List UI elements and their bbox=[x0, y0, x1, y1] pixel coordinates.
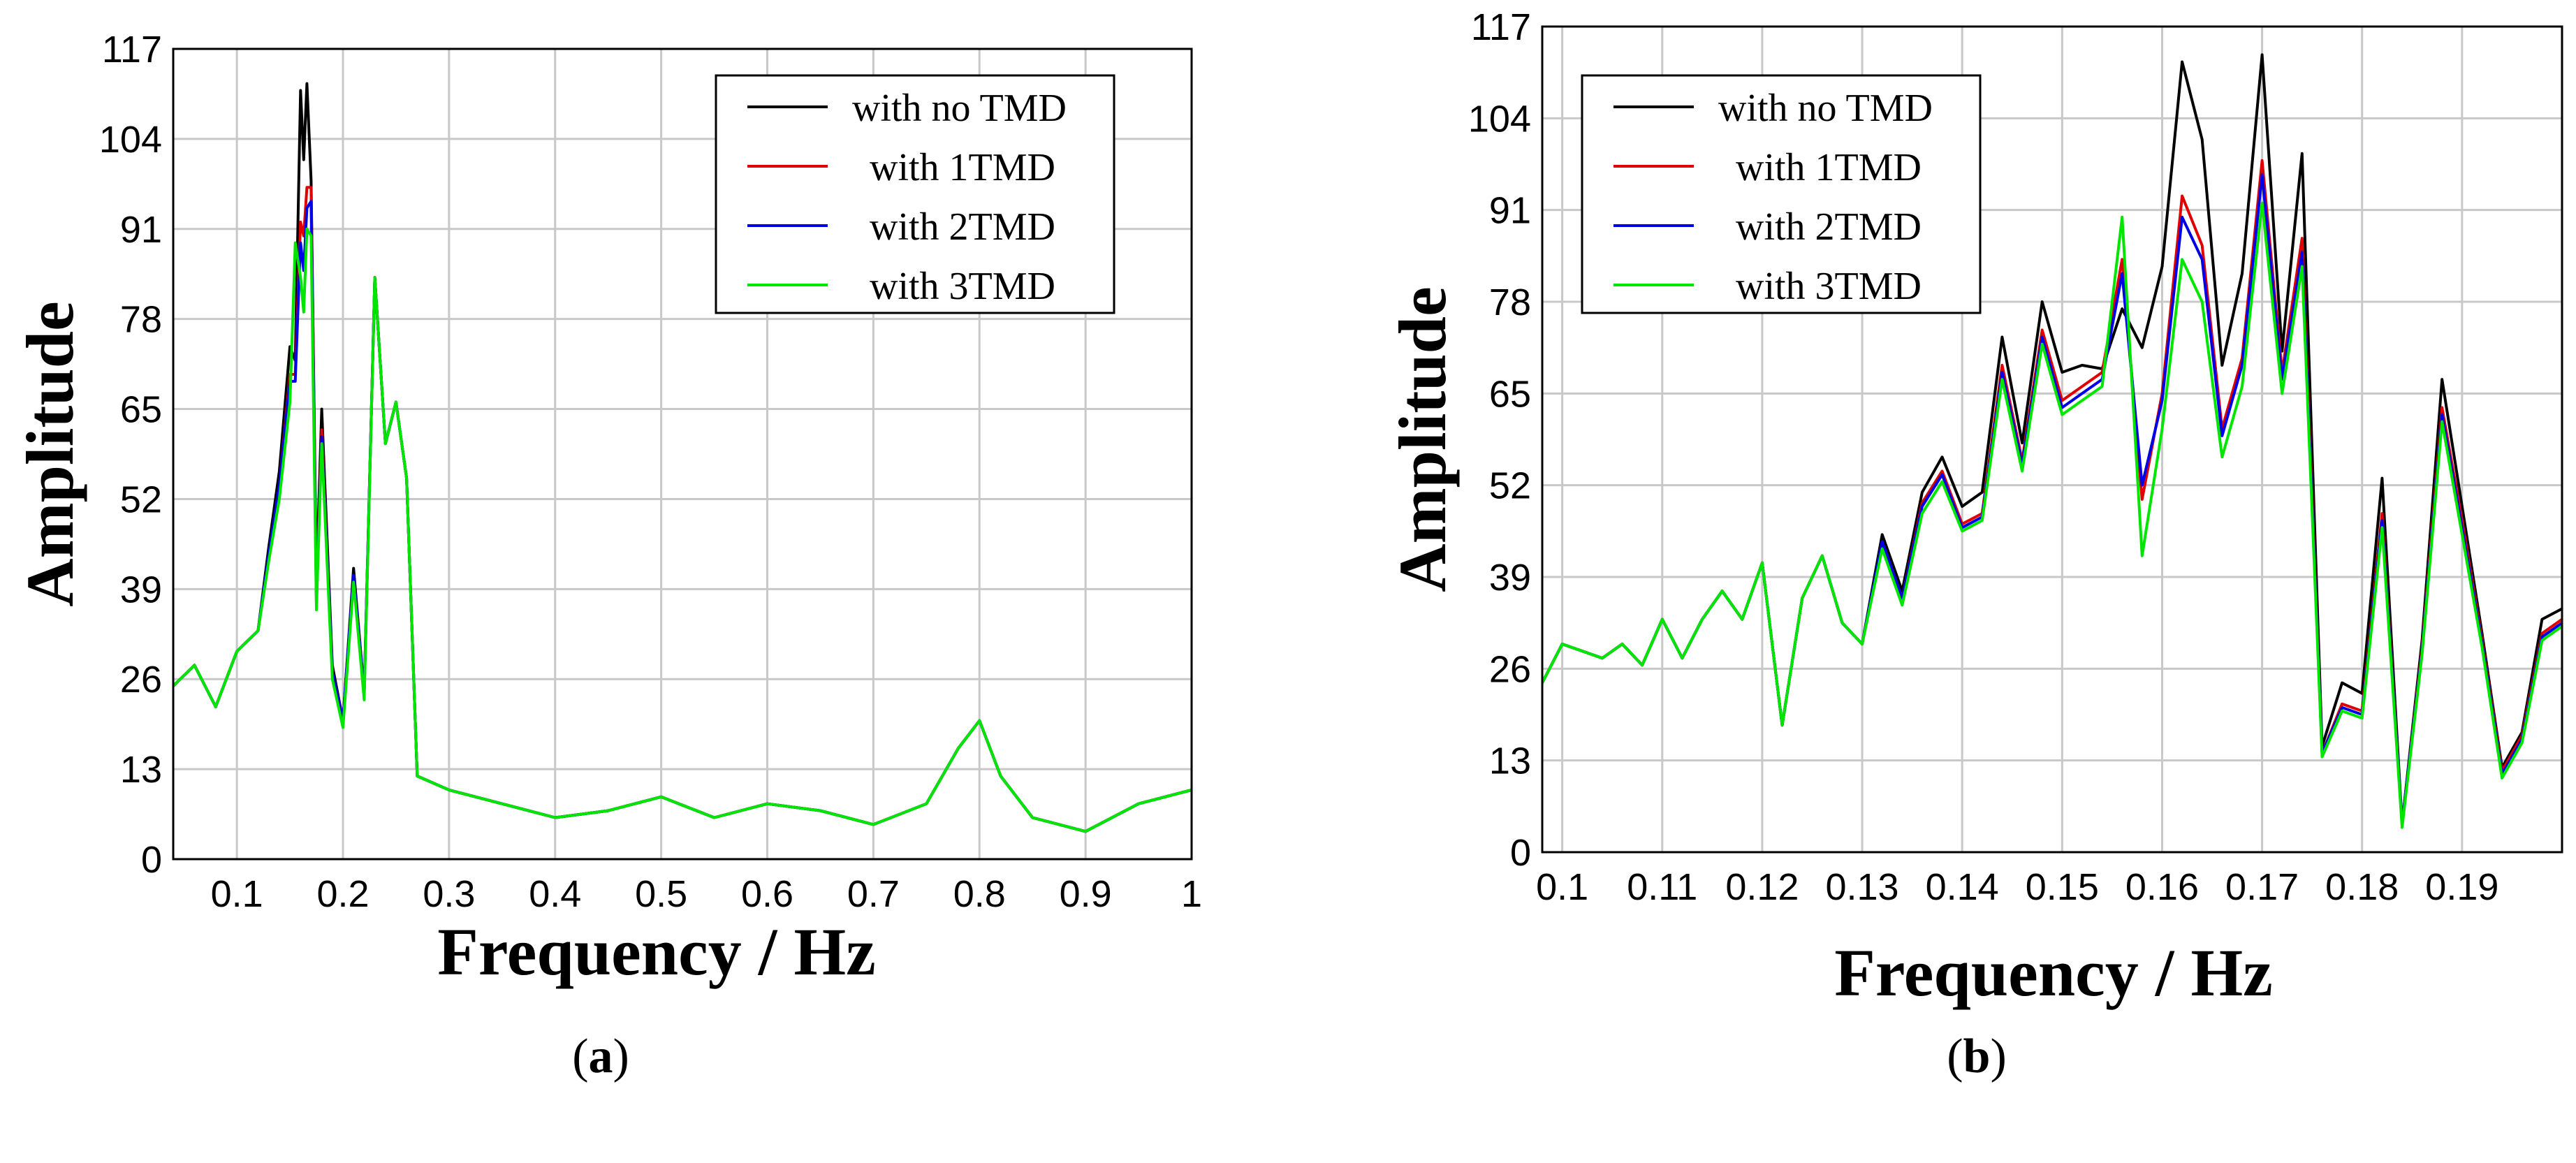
x-tick-label: 0.4 bbox=[529, 873, 581, 915]
y-tick-label: 104 bbox=[1468, 98, 1531, 140]
x-tick-label: 1 bbox=[1181, 873, 1202, 915]
y-axis-title: Amplitude bbox=[1385, 286, 1460, 592]
y-tick-label: 78 bbox=[120, 299, 162, 341]
legend-box bbox=[1581, 74, 1982, 314]
y-tick-label: 91 bbox=[1489, 190, 1531, 232]
legend-label-4: with 3TMD bbox=[870, 265, 1055, 308]
series-group bbox=[173, 82, 1192, 833]
y-tick-label: 39 bbox=[1489, 557, 1531, 599]
y-tick-label: 26 bbox=[120, 659, 162, 701]
x-tick-label: 0.2 bbox=[316, 873, 369, 915]
x-tick-label: 0.1 bbox=[1536, 866, 1588, 908]
legend-label-3: with 2TMD bbox=[1736, 205, 1922, 249]
chart-panel-a: 0 13 26 39 52 65 78 91 104 117 0.1 0.2 0.3 0.4 0.5 0.6 0… bbox=[13, 29, 1202, 989]
y-tick-label: 52 bbox=[120, 478, 162, 520]
y-tick-label: 117 bbox=[102, 29, 162, 71]
x-tick-label: 0.3 bbox=[423, 873, 475, 915]
caption-a: (a) bbox=[572, 1030, 629, 1083]
x-tick-label: 0.7 bbox=[847, 873, 900, 915]
legend-label-4: with 3TMD bbox=[1736, 265, 1922, 308]
y-tick-label: 117 bbox=[1471, 6, 1531, 48]
x-tick-label: 0.15 bbox=[2026, 866, 2099, 908]
x-tick-label: 0.18 bbox=[2325, 866, 2399, 908]
legend: with no TMD with 1TMD with 2TMD with 3TMD bbox=[715, 74, 1115, 314]
y-tick-label: 39 bbox=[120, 569, 162, 610]
plot-frame bbox=[172, 47, 1193, 861]
series-group bbox=[1542, 53, 2562, 829]
legend-label-2: with 1TMD bbox=[1736, 146, 1922, 189]
x-tick-label: 0.17 bbox=[2225, 866, 2299, 908]
y-tick-label: 0 bbox=[1510, 832, 1531, 874]
y-tick-label: 13 bbox=[120, 749, 162, 791]
y-tick-label: 65 bbox=[120, 389, 162, 431]
legend-label-1: with no TMD bbox=[852, 87, 1067, 130]
x-tick-label: 0.11 bbox=[1627, 866, 1697, 908]
caption-b-letter: b bbox=[1963, 1030, 1991, 1083]
plot-frame bbox=[1541, 25, 2563, 854]
legend-label-3: with 2TMD bbox=[870, 205, 1055, 249]
x-tick-label: 0.6 bbox=[741, 873, 793, 915]
x-tick-label: 0.12 bbox=[1725, 866, 1799, 908]
legend: with no TMD with 1TMD with 2TMD with 3TMD bbox=[1581, 74, 1982, 314]
y-tick-label: 91 bbox=[120, 209, 162, 251]
legend-label-2: with 1TMD bbox=[870, 146, 1055, 189]
y-axis-title: Amplitude bbox=[13, 301, 87, 606]
x-tick-label: 0.14 bbox=[1926, 866, 1999, 908]
y-tick-label: 52 bbox=[1489, 465, 1531, 507]
legend-label-1: with no TMD bbox=[1718, 87, 1933, 130]
y-tick-label: 78 bbox=[1489, 281, 1531, 323]
series-line-4 bbox=[1542, 201, 2562, 829]
series-line-4 bbox=[173, 227, 1192, 833]
caption-b: (b) bbox=[1947, 1030, 2007, 1083]
y-tick-label: 0 bbox=[141, 839, 162, 881]
x-tick-label: 0.19 bbox=[2425, 866, 2498, 908]
y-tick-label: 13 bbox=[1489, 740, 1531, 782]
legend-box bbox=[715, 74, 1115, 314]
x-tick-label: 0.13 bbox=[1825, 866, 1898, 908]
y-tick-label: 104 bbox=[99, 119, 162, 161]
x-tick-label: 0.1 bbox=[211, 873, 263, 915]
y-tick-label: 65 bbox=[1489, 373, 1531, 415]
x-tick-label: 0.8 bbox=[953, 873, 1006, 915]
x-axis-title: Frequency / Hz bbox=[1834, 935, 2272, 1010]
x-axis-title: Frequency / Hz bbox=[437, 914, 875, 989]
x-tick-label: 0.16 bbox=[2125, 866, 2199, 908]
x-tick-label: 0.5 bbox=[635, 873, 687, 915]
caption-a-letter: a bbox=[589, 1030, 613, 1083]
y-tick-label: 26 bbox=[1489, 648, 1531, 690]
chart-panel-b: 0 13 26 39 52 65 78 91 104 117 0.1 0.11 0.12 0.13 0.14… bbox=[1385, 6, 2563, 1010]
x-tick-label: 0.9 bbox=[1060, 873, 1112, 915]
